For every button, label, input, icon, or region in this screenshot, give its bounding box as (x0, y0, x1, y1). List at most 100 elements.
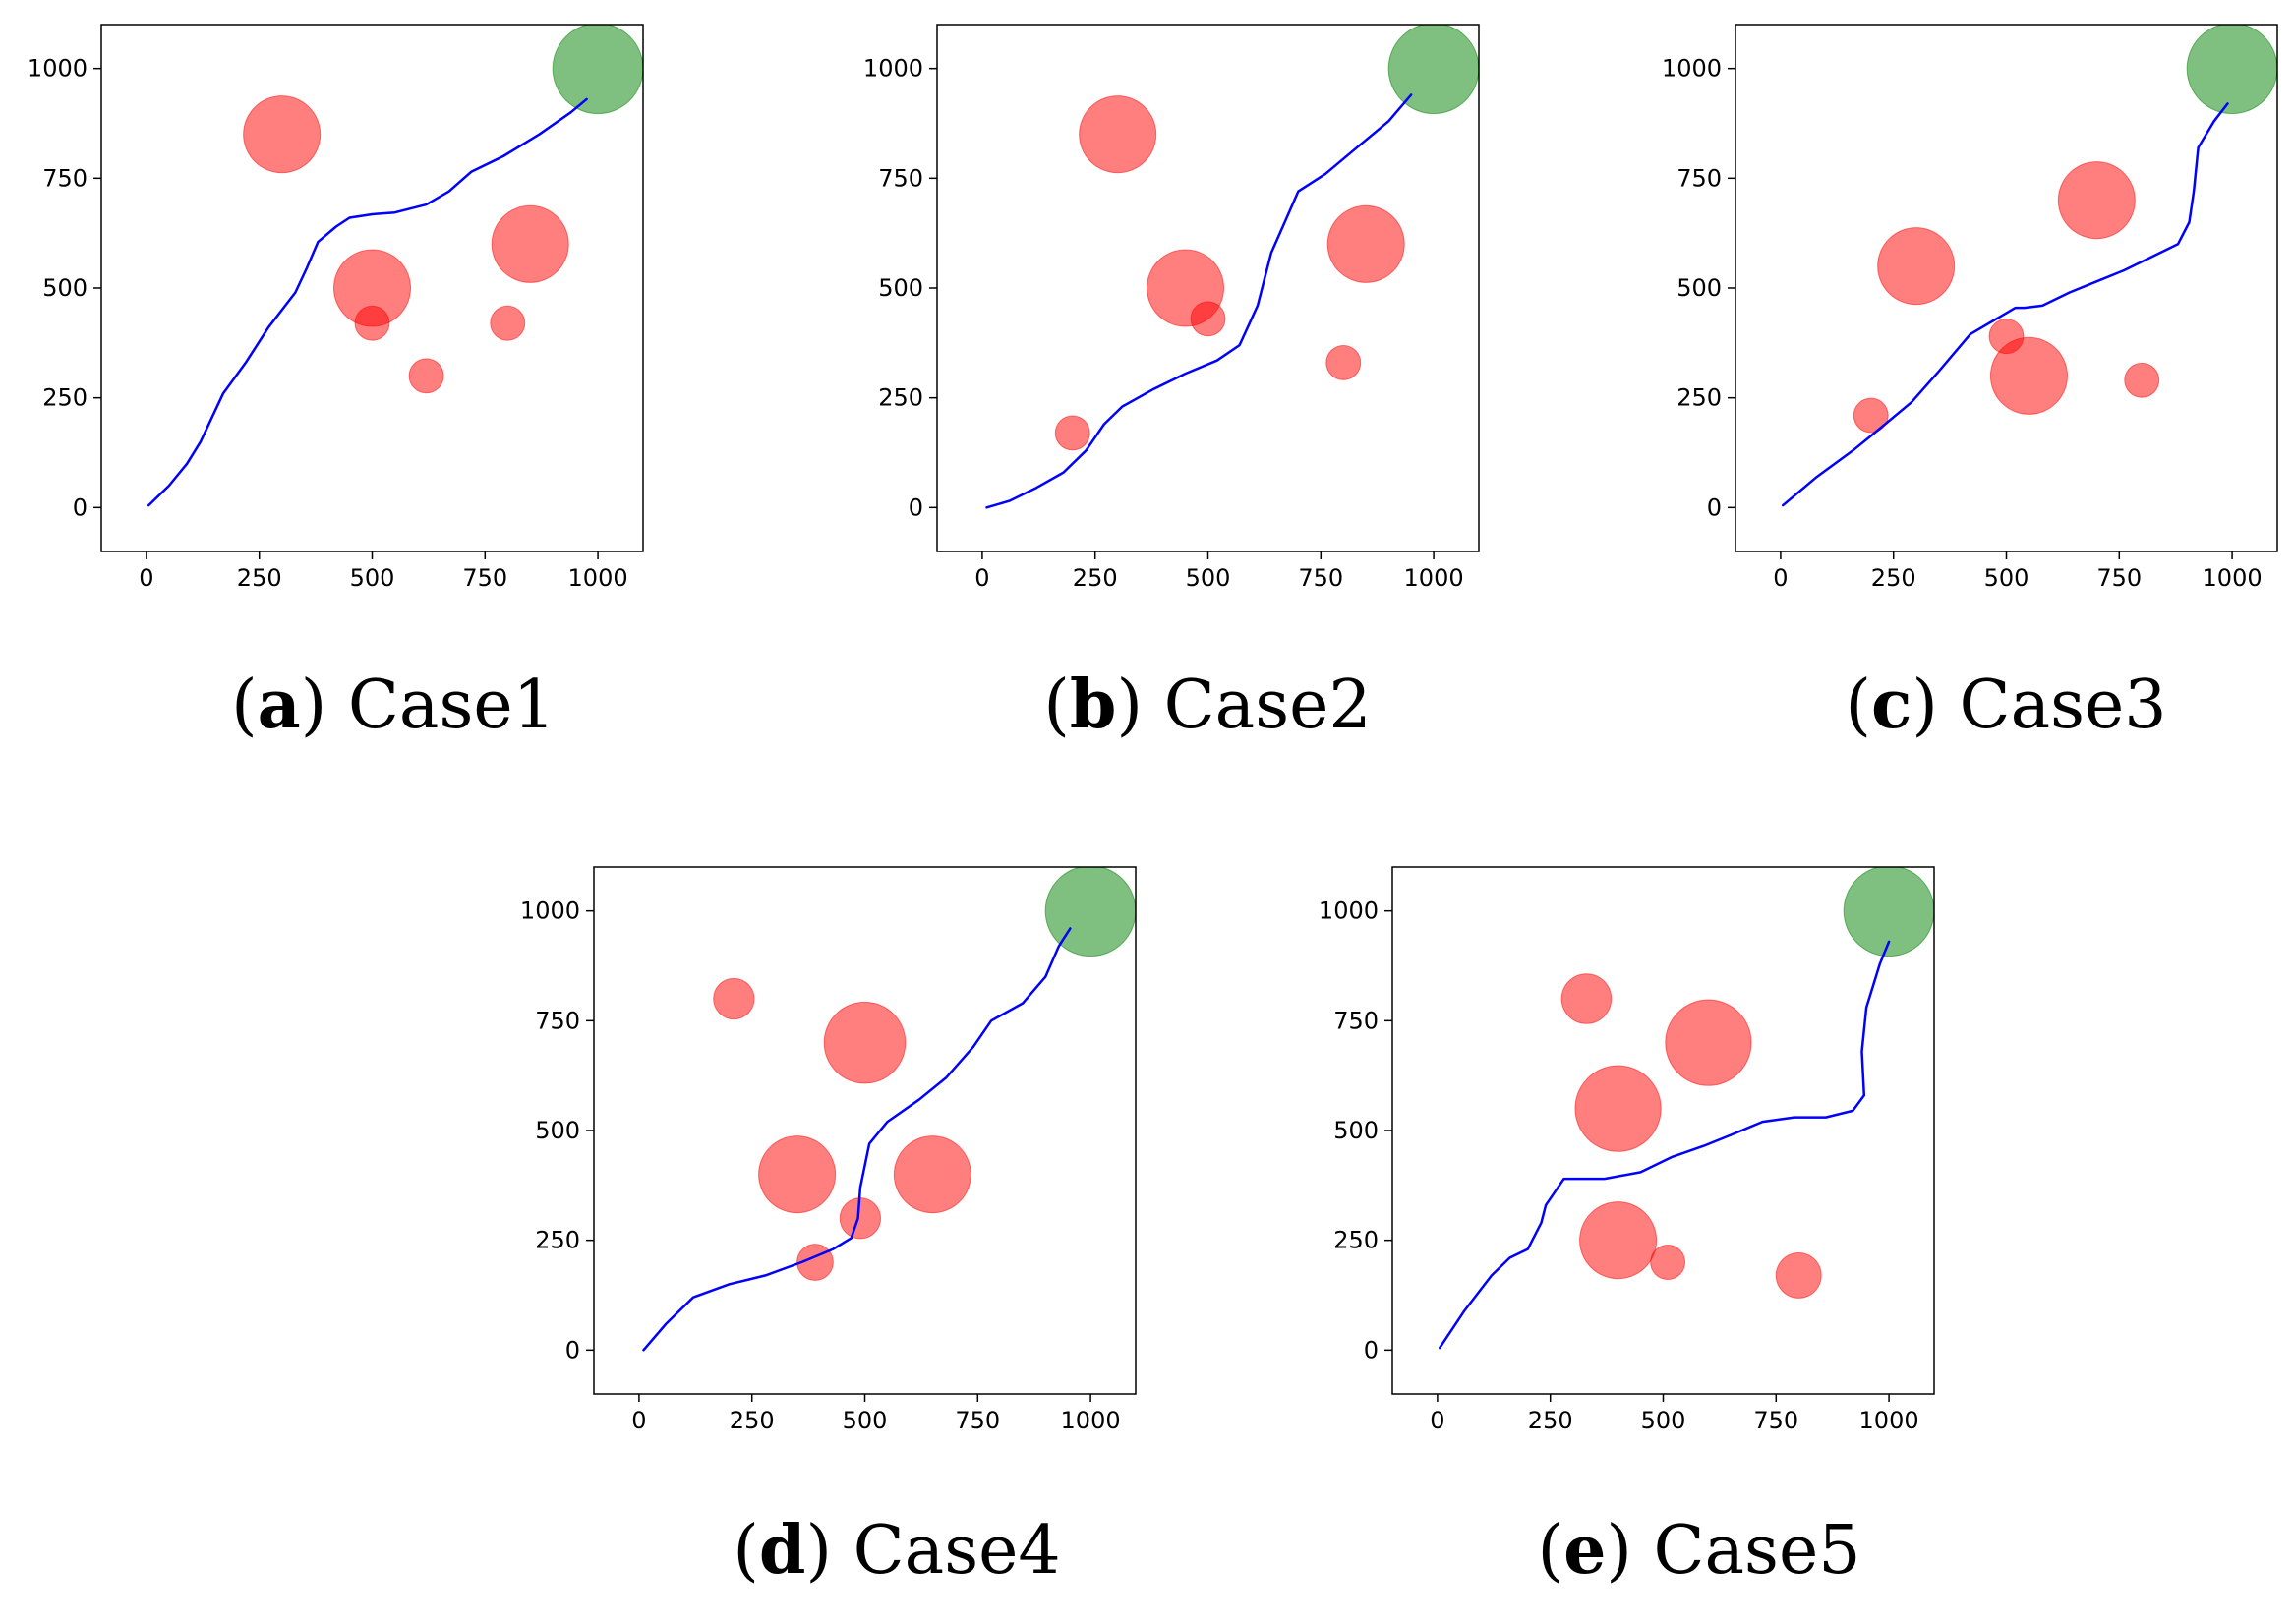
x-tick-label: 250 (1528, 1407, 1573, 1434)
y-tick-label: 750 (535, 1007, 580, 1034)
y-tick-label: 1000 (28, 55, 88, 83)
x-tick-label: 1000 (2203, 564, 2263, 592)
x-tick-label: 1000 (568, 564, 628, 592)
x-tick-label: 250 (730, 1407, 775, 1434)
y-tick-label: 500 (878, 274, 923, 302)
path-line (147, 97, 588, 507)
plot-area (642, 867, 1136, 1352)
chart-panel-b: 0 250 500 750 1000 0 250 500 750 1000 (b) Case2 (863, 24, 1480, 744)
obstacle-circle (1988, 319, 2025, 355)
plot-area (1438, 867, 1934, 1350)
obstacle-circle (1579, 1201, 1658, 1280)
plot-area (147, 25, 643, 507)
y-tick-label: 1000 (520, 898, 580, 925)
caption-text: Case2 (1164, 667, 1372, 744)
axes-frame (1391, 866, 1935, 1395)
goal-circle (2186, 25, 2277, 115)
plot-area (985, 25, 1479, 509)
y-tick-label: 0 (1707, 493, 1722, 521)
goal-circle (1044, 867, 1136, 957)
caption-text: Case3 (1960, 667, 2167, 744)
obstacle-circle (823, 1001, 907, 1084)
x-tick-label: 1000 (1061, 1407, 1121, 1434)
panel-caption: (d) Case4 (733, 1511, 1060, 1590)
obstacle-circle (1560, 973, 1613, 1024)
obstacle-circle (1325, 344, 1362, 380)
path-line (642, 927, 1072, 1352)
y-tick-label: 250 (878, 384, 923, 412)
caption-letter: b (1070, 666, 1117, 744)
x-tick-label: 250 (1871, 564, 1916, 592)
y-tick-label: 250 (535, 1227, 580, 1254)
caption-letter: c (1871, 666, 1912, 744)
obstacle-circle (2057, 161, 2136, 240)
x-tick-label: 0 (139, 564, 153, 592)
panel-caption: (e) Case5 (1538, 1511, 1861, 1590)
caption-text: Case1 (348, 667, 556, 744)
obstacle-circle (1989, 336, 2068, 415)
x-tick-label: 750 (955, 1407, 1000, 1434)
chart-panel-e: 0 250 500 750 1000 0 250 500 750 1000 (e) Case5 (1319, 866, 1935, 1590)
axes-frame (1735, 24, 2278, 552)
y-tick-label: 0 (565, 1336, 580, 1363)
x-tick-label: 750 (1298, 564, 1343, 592)
y-tick-label: 1000 (1319, 898, 1379, 925)
x-tick-label: 1000 (1404, 564, 1464, 592)
x-tick-label: 0 (1773, 564, 1788, 592)
y-tick-label: 1000 (863, 55, 923, 83)
caption-letter: e (1563, 1511, 1606, 1590)
obstacle-circle (1054, 415, 1090, 451)
y-tick-label: 750 (42, 164, 88, 192)
y-tick-label: 750 (878, 164, 923, 192)
x-tick-label: 0 (1430, 1407, 1444, 1434)
goal-circle (1843, 867, 1934, 957)
x-tick-label: 500 (1641, 1407, 1686, 1434)
x-tick-label: 750 (1753, 1407, 1798, 1434)
x-tick-label: 750 (462, 564, 507, 592)
x-tick-label: 500 (350, 564, 395, 592)
panel-caption: (b) Case2 (1043, 666, 1371, 744)
y-tick-label: 500 (535, 1117, 580, 1144)
obstacle-circle (1775, 1251, 1822, 1299)
chart-panel-d: 0 250 500 750 1000 0 250 500 750 1000 (d) Case4 (520, 866, 1137, 1590)
caption-text: Case5 (1653, 1512, 1860, 1590)
y-tick-label: 250 (1676, 384, 1722, 412)
obstacle-circle (1665, 999, 1752, 1086)
x-tick-label: 750 (2096, 564, 2142, 592)
obstacle-circle (2124, 362, 2160, 398)
y-tick-label: 500 (42, 274, 88, 302)
y-tick-label: 750 (1676, 164, 1722, 192)
chart-panel-a: 0 250 500 750 1000 0 250 500 750 1000 (a) Case1 (28, 24, 644, 744)
x-tick-label: 250 (1073, 564, 1118, 592)
caption-letter: d (759, 1511, 806, 1590)
caption-letter: a (258, 666, 301, 744)
plot-area (1781, 25, 2277, 507)
obstacle-circle (243, 95, 322, 174)
obstacle-circle (490, 305, 526, 341)
y-tick-label: 750 (1333, 1007, 1379, 1034)
obstacle-circle (758, 1135, 837, 1214)
x-tick-label: 0 (974, 564, 989, 592)
y-tick-label: 500 (1676, 274, 1722, 302)
goal-circle (552, 25, 643, 115)
path-line (1438, 940, 1891, 1350)
obstacle-circle (1190, 301, 1226, 337)
goal-circle (1387, 25, 1479, 115)
obstacle-circle (1853, 397, 1889, 434)
obstacle-circle (893, 1135, 971, 1214)
x-tick-label: 0 (631, 1407, 646, 1434)
chart-panel-c: 0 250 500 750 1000 0 250 500 750 1000 (c) Case3 (1662, 24, 2278, 744)
y-tick-label: 0 (73, 493, 88, 521)
obstacle-circle (1079, 95, 1157, 174)
x-tick-label: 1000 (1859, 1407, 1919, 1434)
y-tick-label: 1000 (1662, 55, 1722, 83)
obstacle-circle (354, 305, 390, 341)
path-line (985, 93, 1413, 509)
obstacle-circle (491, 204, 569, 283)
x-tick-label: 500 (1984, 564, 2029, 592)
obstacle-circle (713, 977, 755, 1020)
y-tick-label: 0 (1364, 1336, 1379, 1363)
y-tick-label: 0 (909, 493, 923, 521)
panel-caption: (a) Case1 (231, 666, 556, 744)
